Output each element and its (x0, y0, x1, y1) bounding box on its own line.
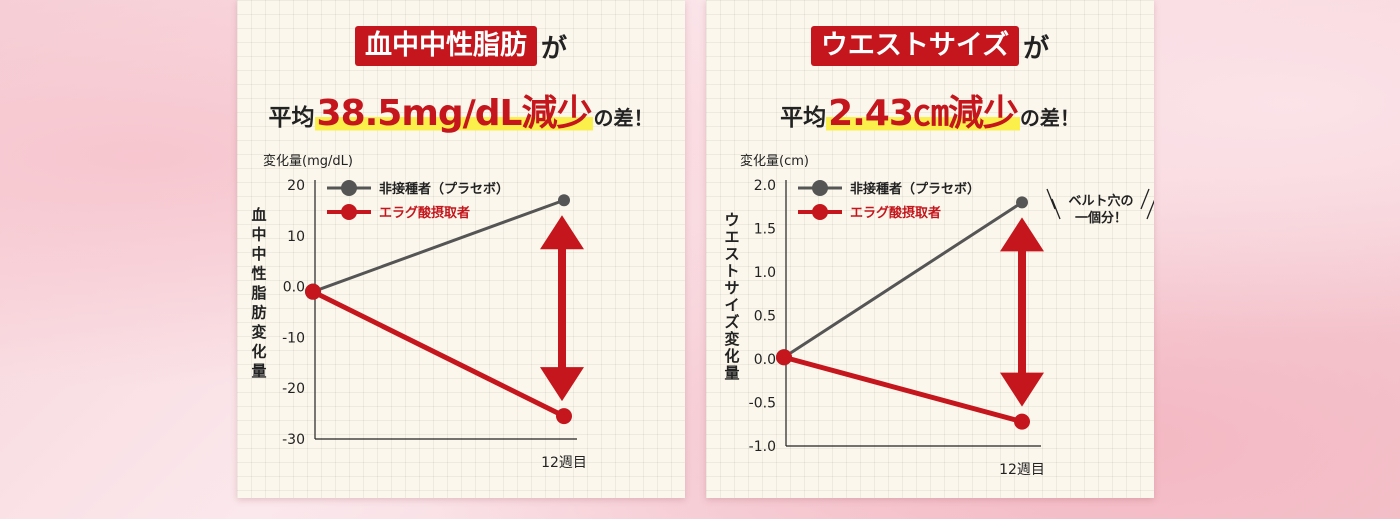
legend-marker (812, 180, 828, 196)
annotation-slash-right (1146, 199, 1154, 220)
y-axis-label-char: 変 (724, 330, 739, 348)
headline-top: ウエストサイズが (706, 26, 1154, 66)
y-tick-label: 2.0 (754, 178, 776, 194)
series-line (311, 198, 566, 294)
y-axis-label-char: 性 (251, 265, 266, 283)
legend-marker (341, 180, 357, 196)
headline-particle: が (540, 33, 567, 64)
legend-label: エラグ酸摂取者 (850, 205, 941, 221)
annotation-slash-left (1046, 188, 1056, 210)
headline-highlight: 38.5mg/dL減少 (314, 93, 594, 134)
y-tick-label: 1.5 (754, 222, 776, 238)
headline-suffix: の差！ (1019, 106, 1080, 130)
series-line (782, 200, 1024, 359)
y-tick-label: -1.0 (749, 439, 776, 455)
annotation-text: ベルト穴の (1068, 193, 1133, 209)
y-axis-label-char: 脂 (251, 284, 266, 302)
y-axis-label-char: 中 (251, 226, 266, 244)
y-axis-label-char: 化 (251, 343, 266, 361)
headline-top: 血中中性脂肪が (237, 26, 685, 66)
legend-marker (341, 204, 357, 220)
headline-suffix: の差！ (593, 106, 654, 130)
y-axis-label-char: ス (724, 245, 739, 263)
data-point (305, 283, 321, 300)
y-tick-label: -10 (282, 330, 305, 346)
headline-prefix: 平均 (780, 105, 827, 131)
y-axis-label-char: サ (724, 279, 739, 297)
annotation-text: 一個分！ (1075, 210, 1127, 226)
x-tick-label: 12週目 (999, 462, 1045, 478)
y-tick-label: -30 (282, 432, 305, 448)
difference-arrow-head-up (540, 215, 584, 250)
legend-label: 非接種者（プラセボ） (379, 181, 509, 197)
difference-arrow-head-up (1000, 217, 1044, 252)
y-axis-label-char: 変 (251, 323, 266, 341)
data-point (556, 408, 572, 425)
data-point (776, 349, 792, 366)
difference-arrow-head-down (1000, 372, 1044, 407)
unit-label: 変化量(mg/dL) (263, 153, 353, 169)
headline-particle: が (1023, 33, 1050, 64)
triglyceride-chart: 変化量(mg/dL)20100.0-10-20-30血中中性脂肪変化量12週目非… (251, 153, 587, 471)
waist-chart: 変化量(cm) 2.0 1.5 1.0 0.5 0.0 -0.5 -1.0 ウエストサイズ変化量… (724, 153, 1154, 478)
headline-highlight: 2.43㎝減少 (826, 93, 1020, 134)
data-point (1016, 196, 1028, 209)
y-axis-label-char: ト (724, 262, 739, 280)
x-tick-label: 12週目 (541, 455, 587, 471)
y-axis-label-char: ウ (724, 211, 739, 229)
difference-arrow-head-down (540, 367, 584, 402)
y-tick-label: 1.0 (754, 265, 776, 281)
annotation-slash-right (1140, 188, 1150, 210)
y-axis-label-char: 肪 (251, 304, 266, 322)
y-tick-label: -20 (282, 381, 305, 397)
y-axis-label-char: 量 (251, 362, 266, 380)
y-axis-label-char: 化 (724, 347, 739, 365)
unit-label: 変化量(cm) (740, 153, 809, 169)
annotation-slash-left (1051, 198, 1061, 220)
legend-label: 非接種者（プラセボ） (850, 181, 980, 197)
y-axis-label-char: 血 (251, 206, 266, 224)
y-tick-label: -0.5 (749, 396, 776, 412)
legend-label: エラグ酸摂取者 (379, 205, 470, 221)
y-tick-label: 10 (287, 229, 305, 245)
series-line (781, 354, 1025, 425)
triglyceride-chart-panel: 血中中性脂肪が 平均38.5mg/dL減少 の差！ 変化量(mg/dL) 20 10 0… (237, 0, 685, 498)
legend-marker (812, 204, 828, 220)
y-axis-label-char: エ (724, 228, 739, 246)
data-point (1014, 413, 1030, 430)
headline-tag: 血中中性脂肪 (354, 26, 537, 66)
headline-bottom: 平均38.5mg/dL減少 の差！ (237, 84, 685, 136)
y-tick-label: 20 (287, 178, 305, 194)
headline-prefix: 平均 (268, 105, 315, 131)
y-tick-label: 0.0 (754, 352, 776, 368)
y-axis-label-char: 中 (251, 245, 266, 263)
waist-chart-panel: ウエストサイズが 平均2.43㎝減少 の差！ 変化量(cm) 2.0 1.5 1.0 0.… (706, 0, 1154, 498)
series-line (310, 289, 567, 419)
y-axis-label-char: ズ (724, 313, 739, 331)
y-axis-label-char: イ (724, 296, 739, 314)
y-axis-label-char: 量 (724, 364, 739, 382)
headline-bottom: 平均2.43㎝減少 の差！ (706, 84, 1154, 136)
y-tick-label: 0.0 (283, 280, 305, 296)
headline-tag: ウエストサイズ (810, 26, 1020, 66)
data-point (558, 194, 570, 207)
y-tick-label: 0.5 (754, 309, 776, 325)
